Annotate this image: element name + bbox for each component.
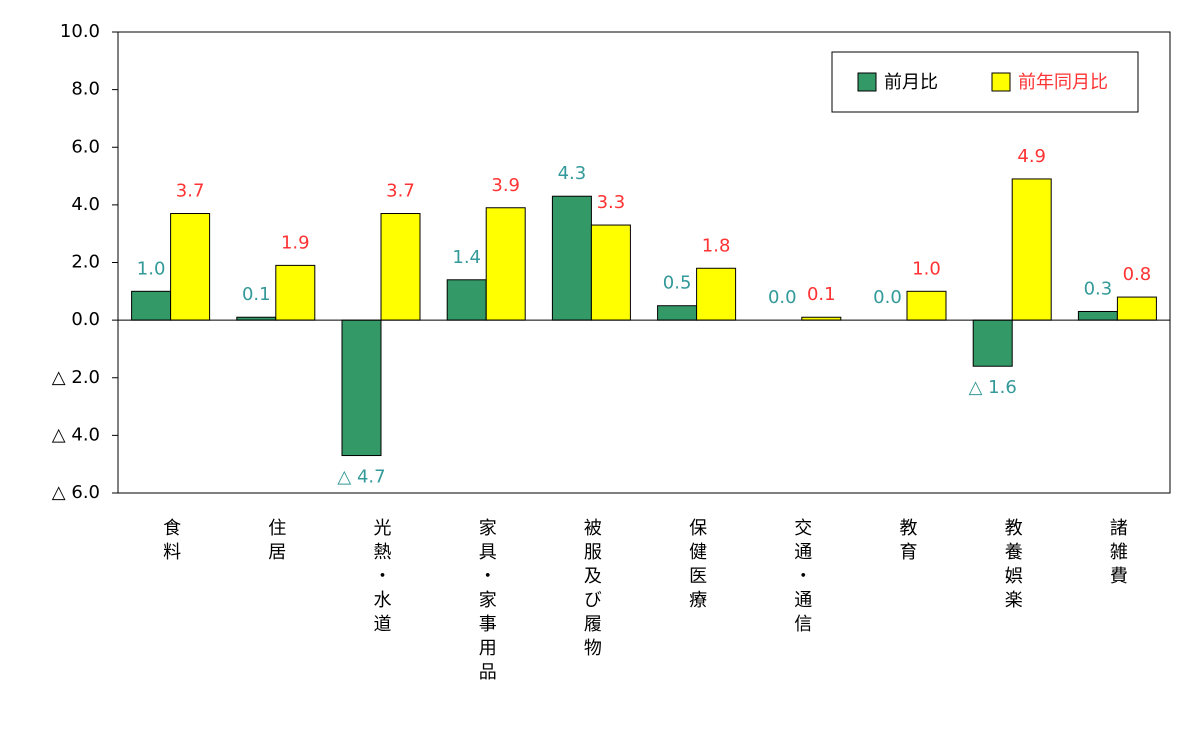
bar bbox=[275, 264, 316, 321]
y-tick-label: 10.0 bbox=[60, 21, 100, 42]
value-label: 1.0 bbox=[912, 258, 941, 279]
y-tick-label: △ 6.0 bbox=[52, 482, 100, 503]
bar bbox=[1077, 310, 1118, 321]
bar bbox=[341, 319, 382, 457]
y-tick-label: 6.0 bbox=[71, 136, 100, 157]
bar bbox=[131, 290, 172, 321]
legend-box bbox=[831, 51, 1139, 113]
value-label: 1.8 bbox=[702, 235, 731, 256]
value-label: 0.3 bbox=[1084, 278, 1113, 299]
value-label: 0.1 bbox=[807, 284, 836, 305]
x-tick-label: 被服及び履物 bbox=[581, 518, 602, 662]
y-tick-label: △ 2.0 bbox=[52, 367, 100, 388]
value-label: 0.5 bbox=[663, 273, 692, 294]
bar bbox=[906, 290, 947, 321]
value-label: 1.4 bbox=[452, 247, 481, 268]
value-label: 0.1 bbox=[242, 284, 271, 305]
x-tick-label: 教養娯楽 bbox=[1002, 518, 1023, 614]
value-label: △ 1.6 bbox=[969, 377, 1017, 398]
bar bbox=[657, 305, 698, 321]
value-label: 1.9 bbox=[281, 232, 310, 253]
bar bbox=[170, 213, 211, 321]
x-tick-label: 交通・通信 bbox=[791, 518, 812, 638]
y-tick-label: 0.0 bbox=[71, 309, 100, 330]
x-tick-label: 諸雑費 bbox=[1107, 518, 1128, 590]
value-label: 3.7 bbox=[176, 181, 205, 202]
bar bbox=[590, 224, 631, 321]
x-tick-label: 光熱・水道 bbox=[371, 518, 392, 638]
bar bbox=[551, 195, 592, 321]
y-tick-label: △ 4.0 bbox=[52, 424, 100, 445]
value-label: 3.7 bbox=[386, 181, 415, 202]
bar bbox=[696, 267, 737, 321]
legend-swatch bbox=[991, 72, 1011, 92]
legend-label: 前月比 bbox=[884, 72, 938, 93]
bar bbox=[1116, 296, 1157, 321]
value-label: 3.9 bbox=[491, 175, 520, 196]
y-tick-label: 8.0 bbox=[71, 79, 100, 100]
value-label: △ 4.7 bbox=[337, 467, 385, 488]
value-label: 0.0 bbox=[768, 287, 797, 308]
value-label: 1.0 bbox=[137, 258, 166, 279]
bar bbox=[1011, 178, 1052, 321]
y-tick-label: 2.0 bbox=[71, 252, 100, 273]
value-label: 3.3 bbox=[597, 192, 626, 213]
legend-label: 前年同月比 bbox=[1018, 72, 1108, 93]
x-tick-label: 食料 bbox=[160, 518, 181, 566]
value-label: 4.9 bbox=[1017, 146, 1046, 167]
legend-swatch bbox=[857, 72, 877, 92]
y-tick-label: 4.0 bbox=[71, 194, 100, 215]
x-tick-label: 教育 bbox=[897, 518, 918, 566]
x-tick-label: 家具・家事用品 bbox=[476, 518, 497, 686]
value-label: 4.3 bbox=[558, 163, 587, 184]
bar bbox=[972, 319, 1013, 367]
bar bbox=[446, 279, 487, 321]
bar bbox=[380, 213, 421, 321]
value-label: 0.0 bbox=[873, 287, 902, 308]
bar bbox=[485, 207, 526, 321]
x-tick-label: 保健医療 bbox=[686, 518, 707, 614]
value-label: 0.8 bbox=[1123, 264, 1152, 285]
x-tick-label: 住居 bbox=[265, 518, 286, 566]
